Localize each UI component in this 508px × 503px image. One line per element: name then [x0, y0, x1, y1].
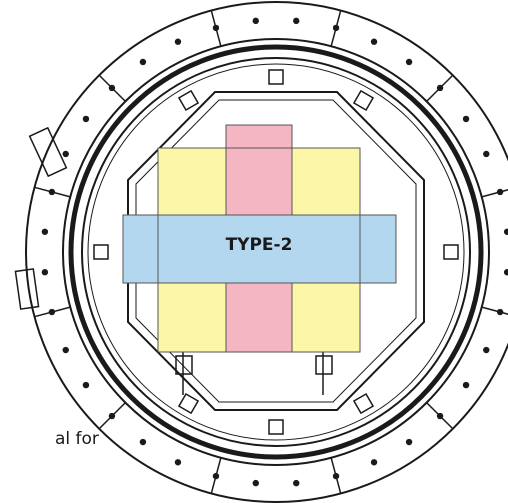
bolt [483, 347, 489, 353]
bolt [49, 309, 55, 315]
bolt [63, 151, 69, 157]
diagram: TYPE-2 al for [0, 0, 508, 503]
bolt [437, 413, 443, 419]
bolt [406, 59, 412, 65]
bolt [83, 382, 89, 388]
segment-joint [482, 187, 508, 197]
bolt [483, 151, 489, 157]
bolt [463, 382, 469, 388]
bracket [269, 70, 283, 84]
side-panel [30, 128, 67, 176]
bolt [293, 18, 299, 24]
bracket [179, 394, 198, 413]
yellow-panel [292, 283, 360, 352]
bolt [175, 39, 181, 45]
bolt [83, 116, 89, 122]
yellow-panel [158, 283, 226, 352]
bolt [463, 116, 469, 122]
bolt [213, 473, 219, 479]
bolt [253, 18, 259, 24]
bolt [175, 459, 181, 465]
bolt [49, 189, 55, 195]
support-block [176, 356, 192, 374]
bolt [42, 269, 48, 275]
caption-fragment: al for [55, 429, 99, 449]
bolt [406, 439, 412, 445]
type-label: TYPE-2 [226, 235, 293, 255]
yellow-panel [292, 148, 360, 215]
bolt [293, 480, 299, 486]
bracket [94, 245, 108, 259]
bolt [109, 413, 115, 419]
bracket [354, 91, 373, 110]
bolt [497, 189, 503, 195]
support-block [316, 356, 332, 374]
bolt [497, 309, 503, 315]
bracket [354, 394, 373, 413]
bolt [504, 269, 508, 275]
bolt [371, 39, 377, 45]
bolt [437, 85, 443, 91]
bolt [333, 473, 339, 479]
bolt [253, 480, 259, 486]
yellow-panel [158, 148, 226, 215]
bolt [333, 25, 339, 31]
bolt [140, 59, 146, 65]
bolt [213, 25, 219, 31]
bolt [140, 439, 146, 445]
bolt [371, 459, 377, 465]
bolt [504, 229, 508, 235]
bolt [109, 85, 115, 91]
bracket [269, 420, 283, 434]
bracket [179, 91, 198, 110]
bolt [63, 347, 69, 353]
bolt [42, 229, 48, 235]
bracket [444, 245, 458, 259]
segment-joint [482, 307, 508, 317]
